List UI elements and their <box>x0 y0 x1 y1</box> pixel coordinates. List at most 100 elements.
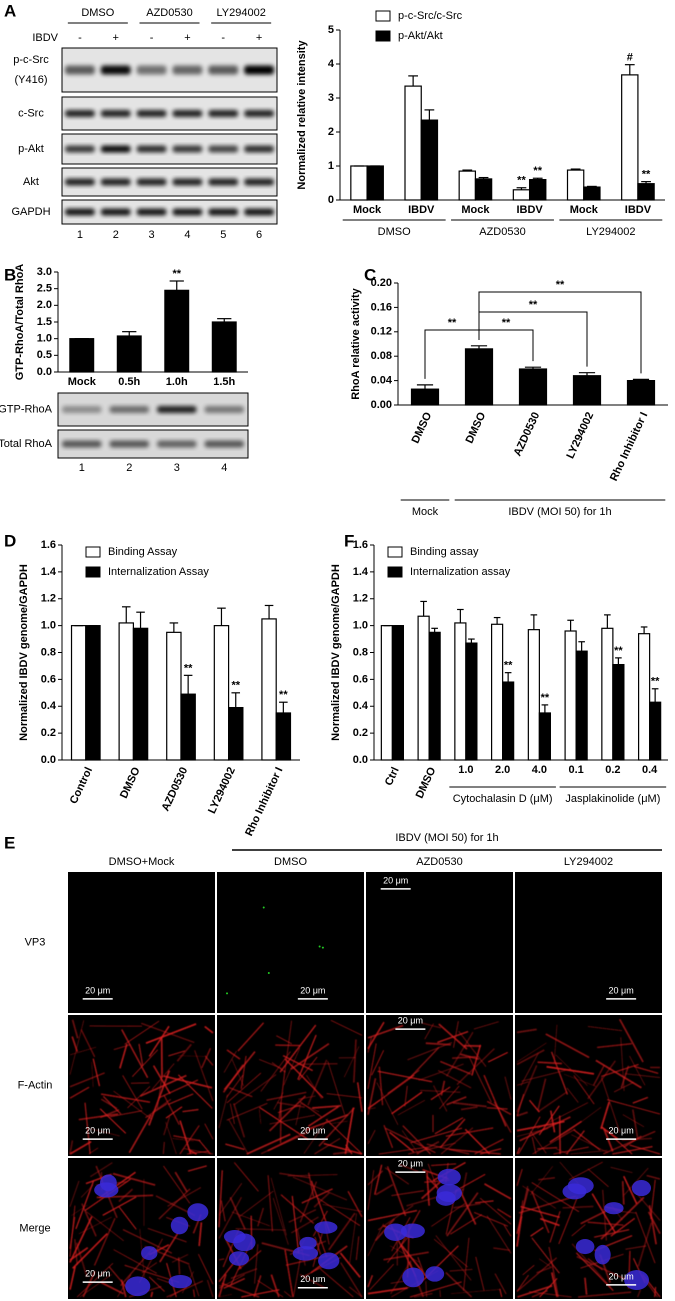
lane-number: 3 <box>174 462 180 474</box>
filament <box>117 1274 132 1298</box>
y-tick-label: 1.4 <box>353 566 369 578</box>
filament <box>204 1123 214 1140</box>
bar <box>474 178 493 201</box>
bar <box>465 642 478 761</box>
filament <box>69 1247 89 1261</box>
blot-band <box>62 440 102 448</box>
filament <box>194 1050 214 1102</box>
filament <box>437 1030 469 1044</box>
y-tick-label: 1.2 <box>353 593 368 605</box>
x-tick-label: IBDV <box>408 204 435 216</box>
filament <box>386 1166 407 1217</box>
nucleus <box>435 1191 456 1206</box>
y-tick-label: 4 <box>328 58 335 70</box>
filament <box>550 1272 558 1298</box>
filament <box>231 1059 244 1087</box>
blot-row-label: Akt <box>23 176 39 188</box>
scale-bar-label: 20 μm <box>609 1271 634 1281</box>
filament <box>165 1121 177 1155</box>
lane-number: 4 <box>184 229 190 241</box>
filament <box>633 1065 659 1075</box>
filament <box>314 1236 322 1255</box>
filament <box>233 1162 259 1192</box>
significance-label: ** <box>448 317 457 329</box>
filament <box>326 1093 363 1099</box>
filament <box>271 1061 286 1073</box>
filament <box>545 1033 590 1059</box>
filament <box>367 1209 418 1222</box>
bar <box>454 622 467 761</box>
filament <box>531 1237 560 1274</box>
x-tick-label: 1.0 <box>458 764 473 776</box>
filament <box>610 1217 636 1237</box>
filament <box>280 1126 316 1146</box>
scale-bar-label: 20 μm <box>398 1015 423 1025</box>
treatment-label: IBDV <box>32 32 58 44</box>
filament <box>603 1128 614 1152</box>
bar <box>512 189 531 201</box>
legend-swatch <box>387 566 403 578</box>
legend-label: p-c-Src/c-Src <box>398 10 463 22</box>
filament <box>618 1018 644 1063</box>
legend-swatch <box>375 30 391 42</box>
y-axis-label: Normalized IBDV genome/GAPDH <box>18 564 30 741</box>
scale-bar-label: 20 μm <box>85 985 110 995</box>
filament <box>226 1049 241 1060</box>
nucleus <box>567 1177 594 1195</box>
blot-band <box>244 208 274 216</box>
filament <box>591 1193 617 1234</box>
filament <box>461 1172 468 1195</box>
x-tick-label: LY294002 <box>206 765 238 815</box>
filament <box>538 1177 555 1181</box>
treatment-sign: - <box>78 32 82 44</box>
filament <box>401 1130 419 1155</box>
blot-band <box>208 208 239 216</box>
bar <box>350 165 368 201</box>
bar <box>575 650 588 761</box>
y-axis-label: Normalized relative intensity <box>296 40 308 190</box>
actin-filaments <box>516 1018 661 1155</box>
condition-label: LY294002 <box>216 7 265 19</box>
filament <box>349 1213 357 1263</box>
x-tick-label: AZD0530 <box>160 765 191 813</box>
bar <box>70 625 87 761</box>
bar <box>527 629 540 761</box>
group-label: Cytochalasin D (μM) <box>453 793 553 805</box>
blot-band <box>157 440 197 448</box>
blot-frame <box>61 96 278 131</box>
blot-band <box>204 440 244 448</box>
blot-band <box>65 65 95 75</box>
filament <box>89 1162 113 1178</box>
filament <box>69 1266 76 1290</box>
nucleus <box>575 1239 595 1255</box>
filament <box>119 1043 128 1069</box>
bar <box>601 627 614 761</box>
filament <box>74 1239 78 1266</box>
filament <box>147 1227 187 1243</box>
filament <box>347 1190 363 1218</box>
nucleus <box>168 1274 192 1289</box>
filament <box>463 1237 470 1291</box>
filament <box>75 1180 95 1230</box>
filament <box>580 1210 607 1225</box>
blot-row-label: GAPDH <box>11 206 50 218</box>
legend-label: Binding assay <box>410 546 479 558</box>
filament <box>568 1161 603 1181</box>
filament <box>218 1274 245 1289</box>
filament <box>587 1258 603 1271</box>
filament <box>148 1025 170 1057</box>
filament <box>229 1103 235 1124</box>
filament <box>344 1107 355 1155</box>
filament <box>454 1173 486 1192</box>
lane-number: 6 <box>256 229 262 241</box>
filament <box>549 1120 582 1143</box>
bar <box>649 701 662 761</box>
filament <box>356 1082 363 1112</box>
filament <box>314 1137 341 1155</box>
filament <box>148 1276 165 1292</box>
filament <box>307 1059 328 1106</box>
significance-label: ** <box>517 175 526 187</box>
filament <box>75 1242 88 1278</box>
filament <box>517 1285 553 1298</box>
y-tick-label: 0.2 <box>41 727 56 739</box>
